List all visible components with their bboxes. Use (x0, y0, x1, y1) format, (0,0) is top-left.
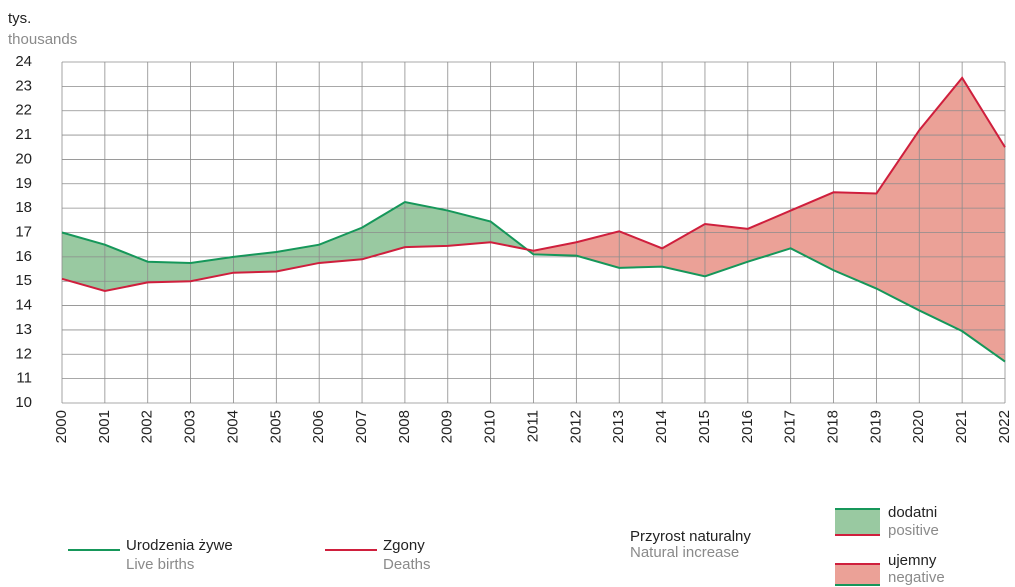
increase-area (404, 202, 448, 248)
increase-area (362, 202, 405, 260)
y-tick-label: 24 (15, 53, 32, 70)
x-tick-label: 2016 (739, 410, 756, 443)
y-tick-label: 19 (15, 175, 32, 192)
increase-area (790, 192, 834, 271)
x-tick-label: 2006 (310, 410, 327, 443)
areas (62, 77, 1005, 362)
legend-positive-en: positive (888, 522, 939, 539)
legend-label-en: Live births (126, 556, 194, 573)
x-tick-label: 2004 (224, 410, 241, 443)
increase-area (147, 261, 191, 283)
y-tick-label: 15 (15, 272, 32, 289)
legend-swatch-positive (835, 509, 880, 535)
increase-area (533, 242, 577, 256)
legend-negative-en: negative (888, 569, 945, 586)
y-tick-label: 12 (15, 345, 32, 362)
y-tick-label: 16 (15, 248, 32, 265)
y-tick-label: 17 (15, 223, 32, 240)
increase-area (919, 77, 963, 332)
x-tick-label: 2005 (267, 410, 284, 443)
x-tick-label: 2010 (482, 410, 499, 443)
increase-area (619, 231, 663, 268)
x-tick-label: 2003 (182, 410, 199, 443)
legend-label-en: Deaths (383, 556, 431, 573)
x-tick-label: 2022 (996, 410, 1013, 443)
y-tick-label: 18 (15, 199, 32, 216)
area-legend-title: Przyrost naturalny (630, 528, 751, 545)
x-tick-label: 2012 (567, 410, 584, 443)
increase-area (62, 232, 105, 291)
x-tick-label: 2021 (953, 410, 970, 443)
x-tick-label: 2015 (696, 410, 713, 443)
x-tick-label: 2014 (653, 410, 670, 443)
increase-area (104, 244, 148, 291)
unit-label: tys. (8, 10, 31, 27)
y-tick-label: 10 (15, 394, 32, 411)
y-tick-label: 13 (15, 321, 32, 338)
legend-positive: dodatni (888, 504, 937, 521)
legend-negative: ujemny (888, 552, 937, 569)
x-tick-label: 2000 (53, 410, 70, 443)
increase-area (833, 192, 877, 289)
x-tick-label: 2019 (867, 410, 884, 443)
unit-label-en: thousands (8, 31, 77, 48)
increase-area (962, 77, 1005, 362)
x-tick-label: 2007 (353, 410, 370, 443)
increase-area (747, 210, 791, 262)
x-tick-label: 2011 (524, 410, 541, 442)
y-tick-label: 22 (15, 102, 32, 119)
legend-swatch-negative (835, 564, 880, 586)
increase-area (190, 256, 234, 282)
x-tick-label: 2009 (439, 410, 456, 443)
y-tick-label: 14 (15, 297, 32, 314)
x-tick-label: 2008 (396, 410, 413, 443)
x-tick-label: 2013 (610, 410, 627, 443)
x-tick-label: 2020 (910, 410, 927, 443)
y-tick-label: 20 (15, 150, 32, 167)
legend-label: Urodzenia żywe (126, 537, 233, 554)
area-legend-title-en: Natural increase (630, 544, 739, 561)
x-tick-label: 2002 (139, 410, 156, 443)
legend-label: Zgony (383, 537, 425, 554)
x-tick-label: 2001 (96, 410, 113, 443)
x-tick-label: 2018 (825, 410, 842, 443)
grid (61, 61, 1006, 404)
series-line (61, 200, 1006, 363)
x-tick-label: 2017 (782, 410, 799, 443)
y-tick-label: 21 (15, 126, 32, 143)
increase-area (319, 227, 363, 263)
series-line (61, 76, 1006, 292)
increase-area (876, 130, 920, 311)
increase-area (662, 223, 705, 277)
y-tick-label: 23 (15, 77, 32, 94)
increase-area (704, 223, 748, 277)
y-tick-label: 11 (16, 370, 32, 387)
